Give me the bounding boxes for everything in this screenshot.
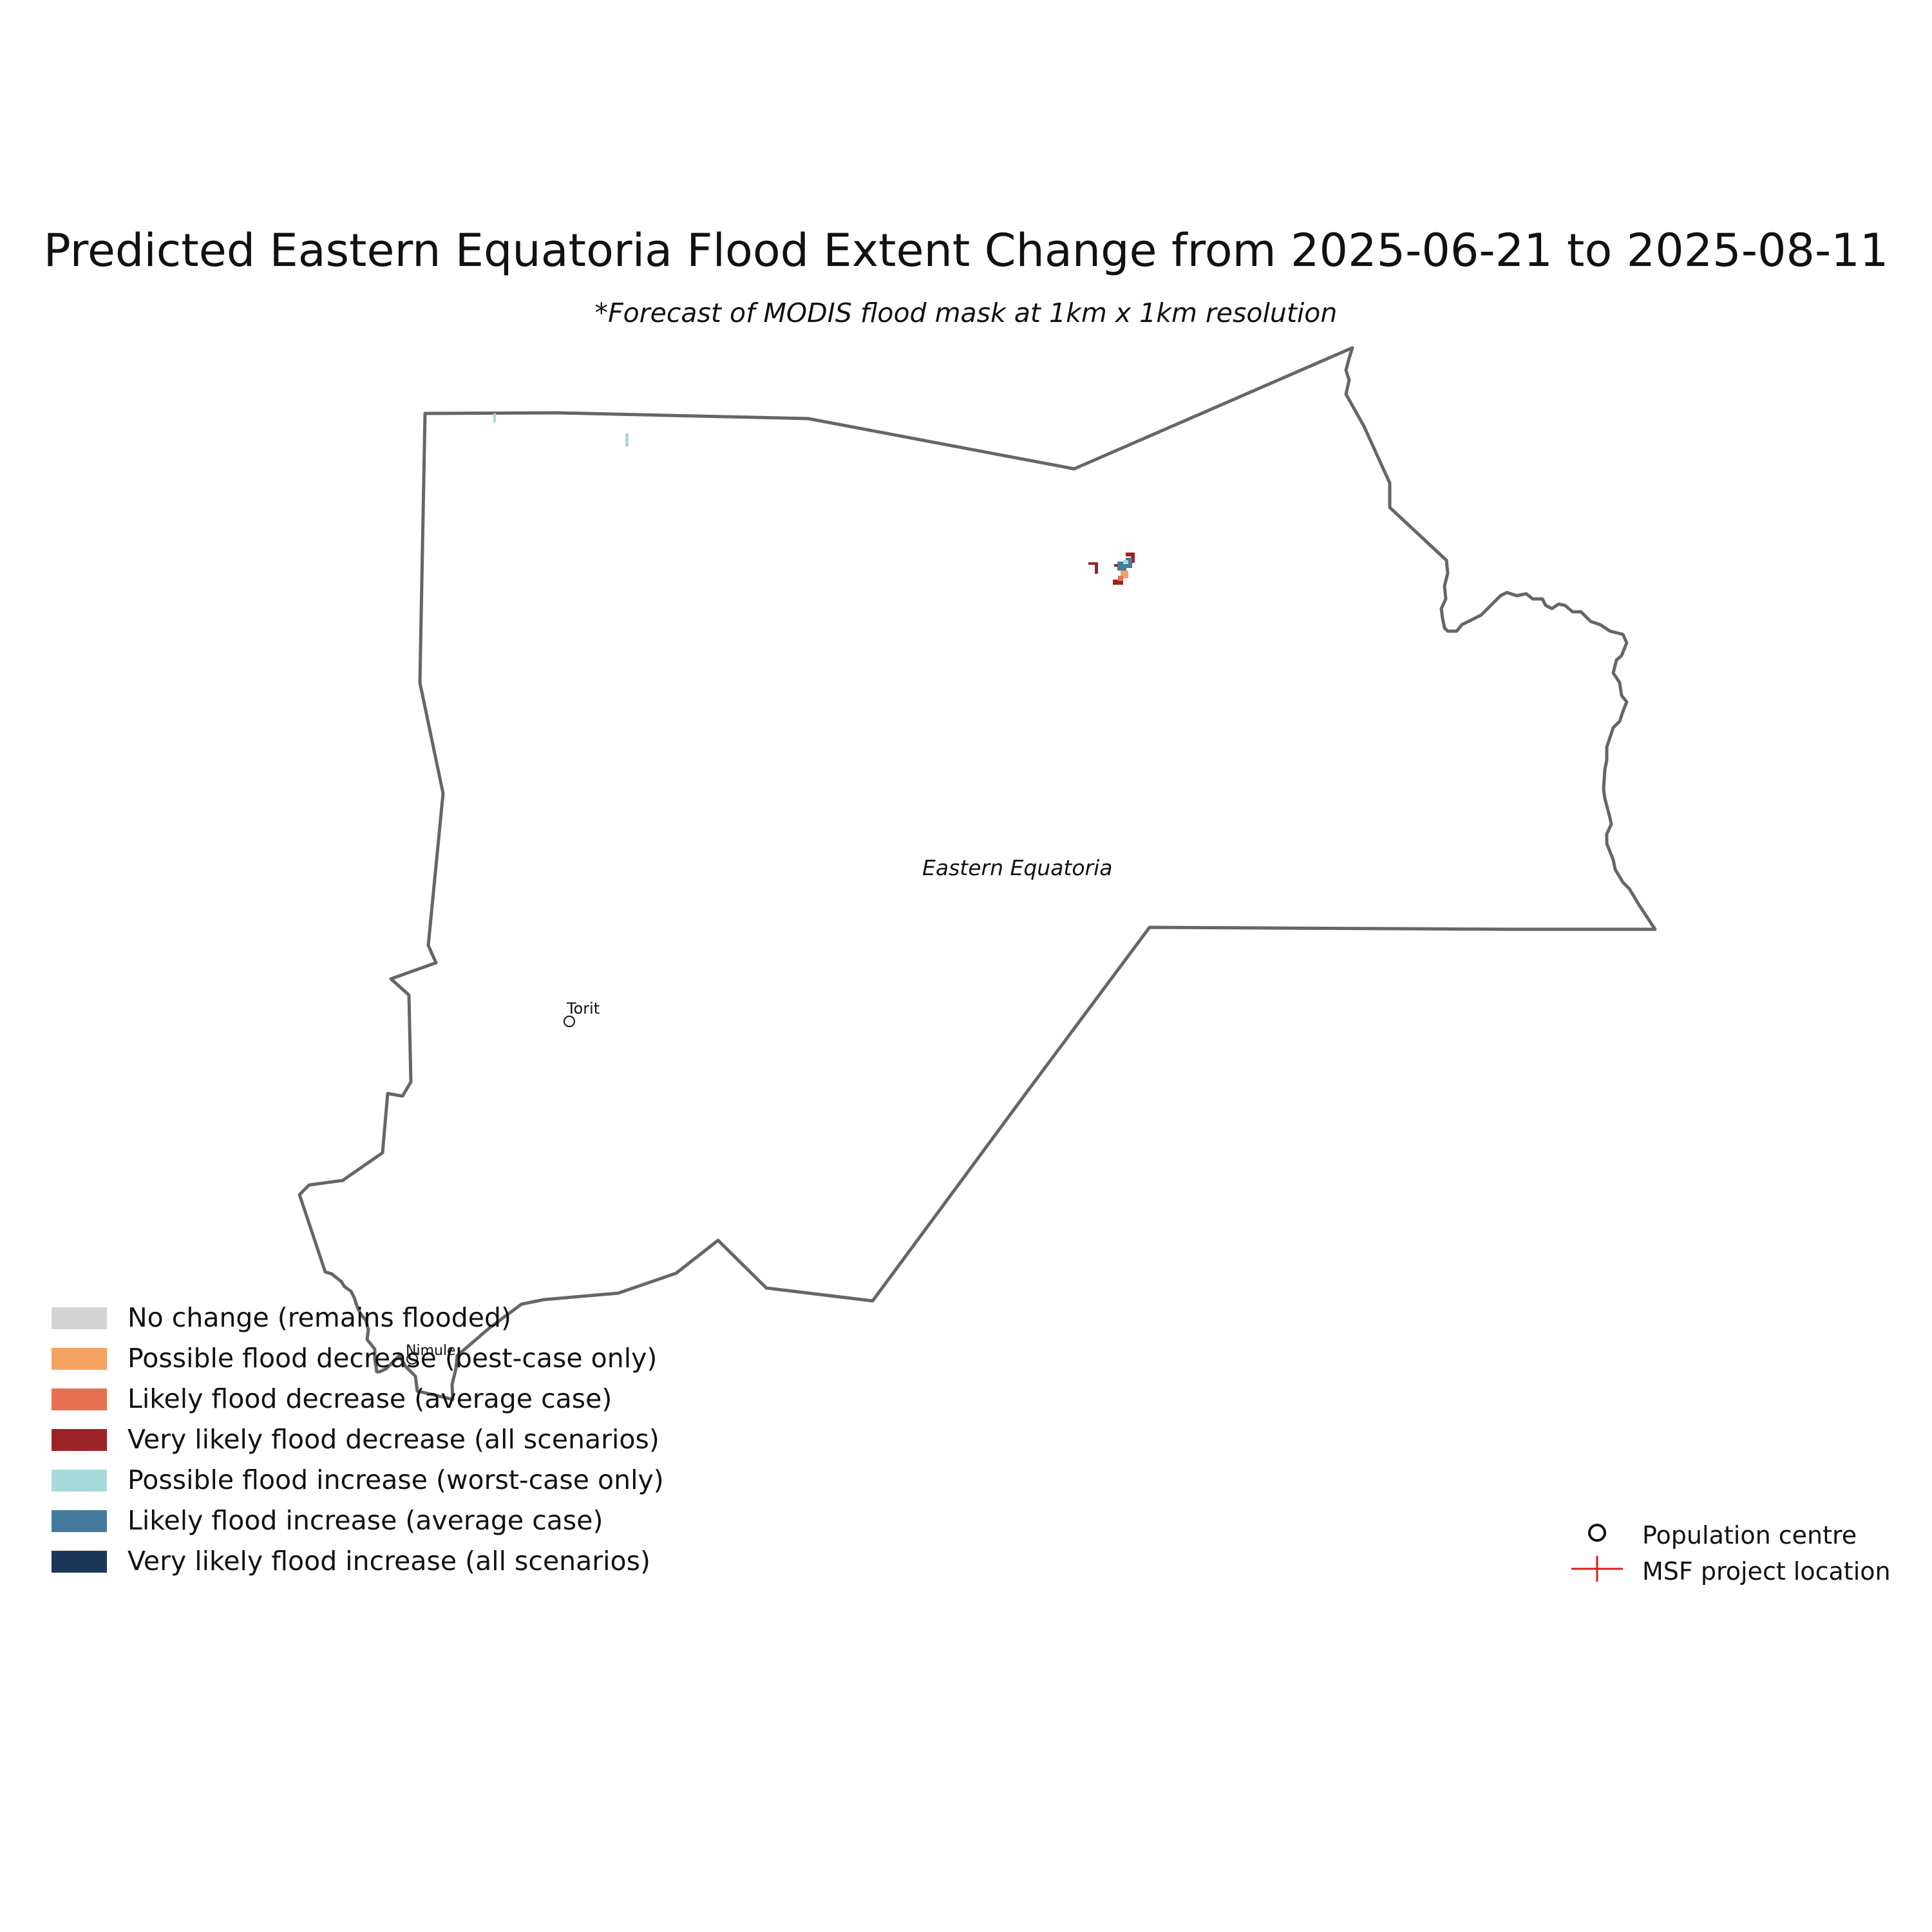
legend-swatch [52, 1388, 107, 1410]
flood-pixel-likely-decrease [1118, 576, 1123, 581]
legend-swatch [52, 1510, 107, 1532]
legend-label: Very likely flood decrease (all scenario… [128, 1424, 659, 1455]
town-label-nimule: Nimule [406, 1343, 456, 1359]
flood-pixel-likely-increase [1126, 558, 1132, 568]
legend-swatch [52, 1348, 107, 1370]
nimule-population-marker [406, 1353, 418, 1365]
map-subtitle: *Forecast of MODIS flood mask at 1km x 1… [594, 298, 1338, 328]
legend-swatch [52, 1470, 107, 1492]
legend-label: Possible flood increase (worst-case only… [128, 1464, 664, 1495]
town-label-torit: Torit [567, 999, 600, 1018]
flood-pixel-very-likely-decrease [1113, 580, 1123, 585]
legend-label: Population centre [1642, 1521, 1857, 1549]
torit-population-marker [564, 1016, 575, 1027]
legend-swatch [52, 1307, 107, 1329]
flood-pixel-very-likely-decrease [1095, 562, 1098, 574]
legend-label: Possible flood decrease (best-case only) [128, 1343, 658, 1374]
legend-label: MSF project location [1642, 1557, 1891, 1586]
legend-label: Very likely flood increase (all scenario… [128, 1546, 650, 1577]
circle-icon [1588, 1524, 1606, 1542]
legend-label: No change (remains flooded) [128, 1302, 511, 1333]
flood-pixel-possible-increase [1123, 560, 1128, 564]
region-boundary [298, 346, 1657, 1401]
map-title: Predicted Eastern Equatoria Flood Extent… [43, 224, 1889, 277]
flood-pixel-very-likely-decrease [1131, 554, 1135, 563]
flood-pixel-possible-increase [625, 433, 629, 446]
region-label: Eastern Equatoria [922, 855, 1113, 880]
legend-label: Likely flood increase (average case) [128, 1505, 603, 1536]
plus-icon [1571, 1556, 1623, 1582]
flood-change-cluster [1088, 553, 1135, 585]
legend-label: Likely flood decrease (average case) [128, 1383, 612, 1414]
flood-pixel-very-likely-decrease [1126, 553, 1135, 556]
legend-swatch [52, 1551, 107, 1573]
flood-pixel-very-likely-decrease [1114, 564, 1118, 567]
flood-pixel-possible-increase [493, 413, 496, 422]
flood-pixel-very-likely-decrease [1088, 562, 1096, 565]
legend-swatch [52, 1429, 107, 1451]
